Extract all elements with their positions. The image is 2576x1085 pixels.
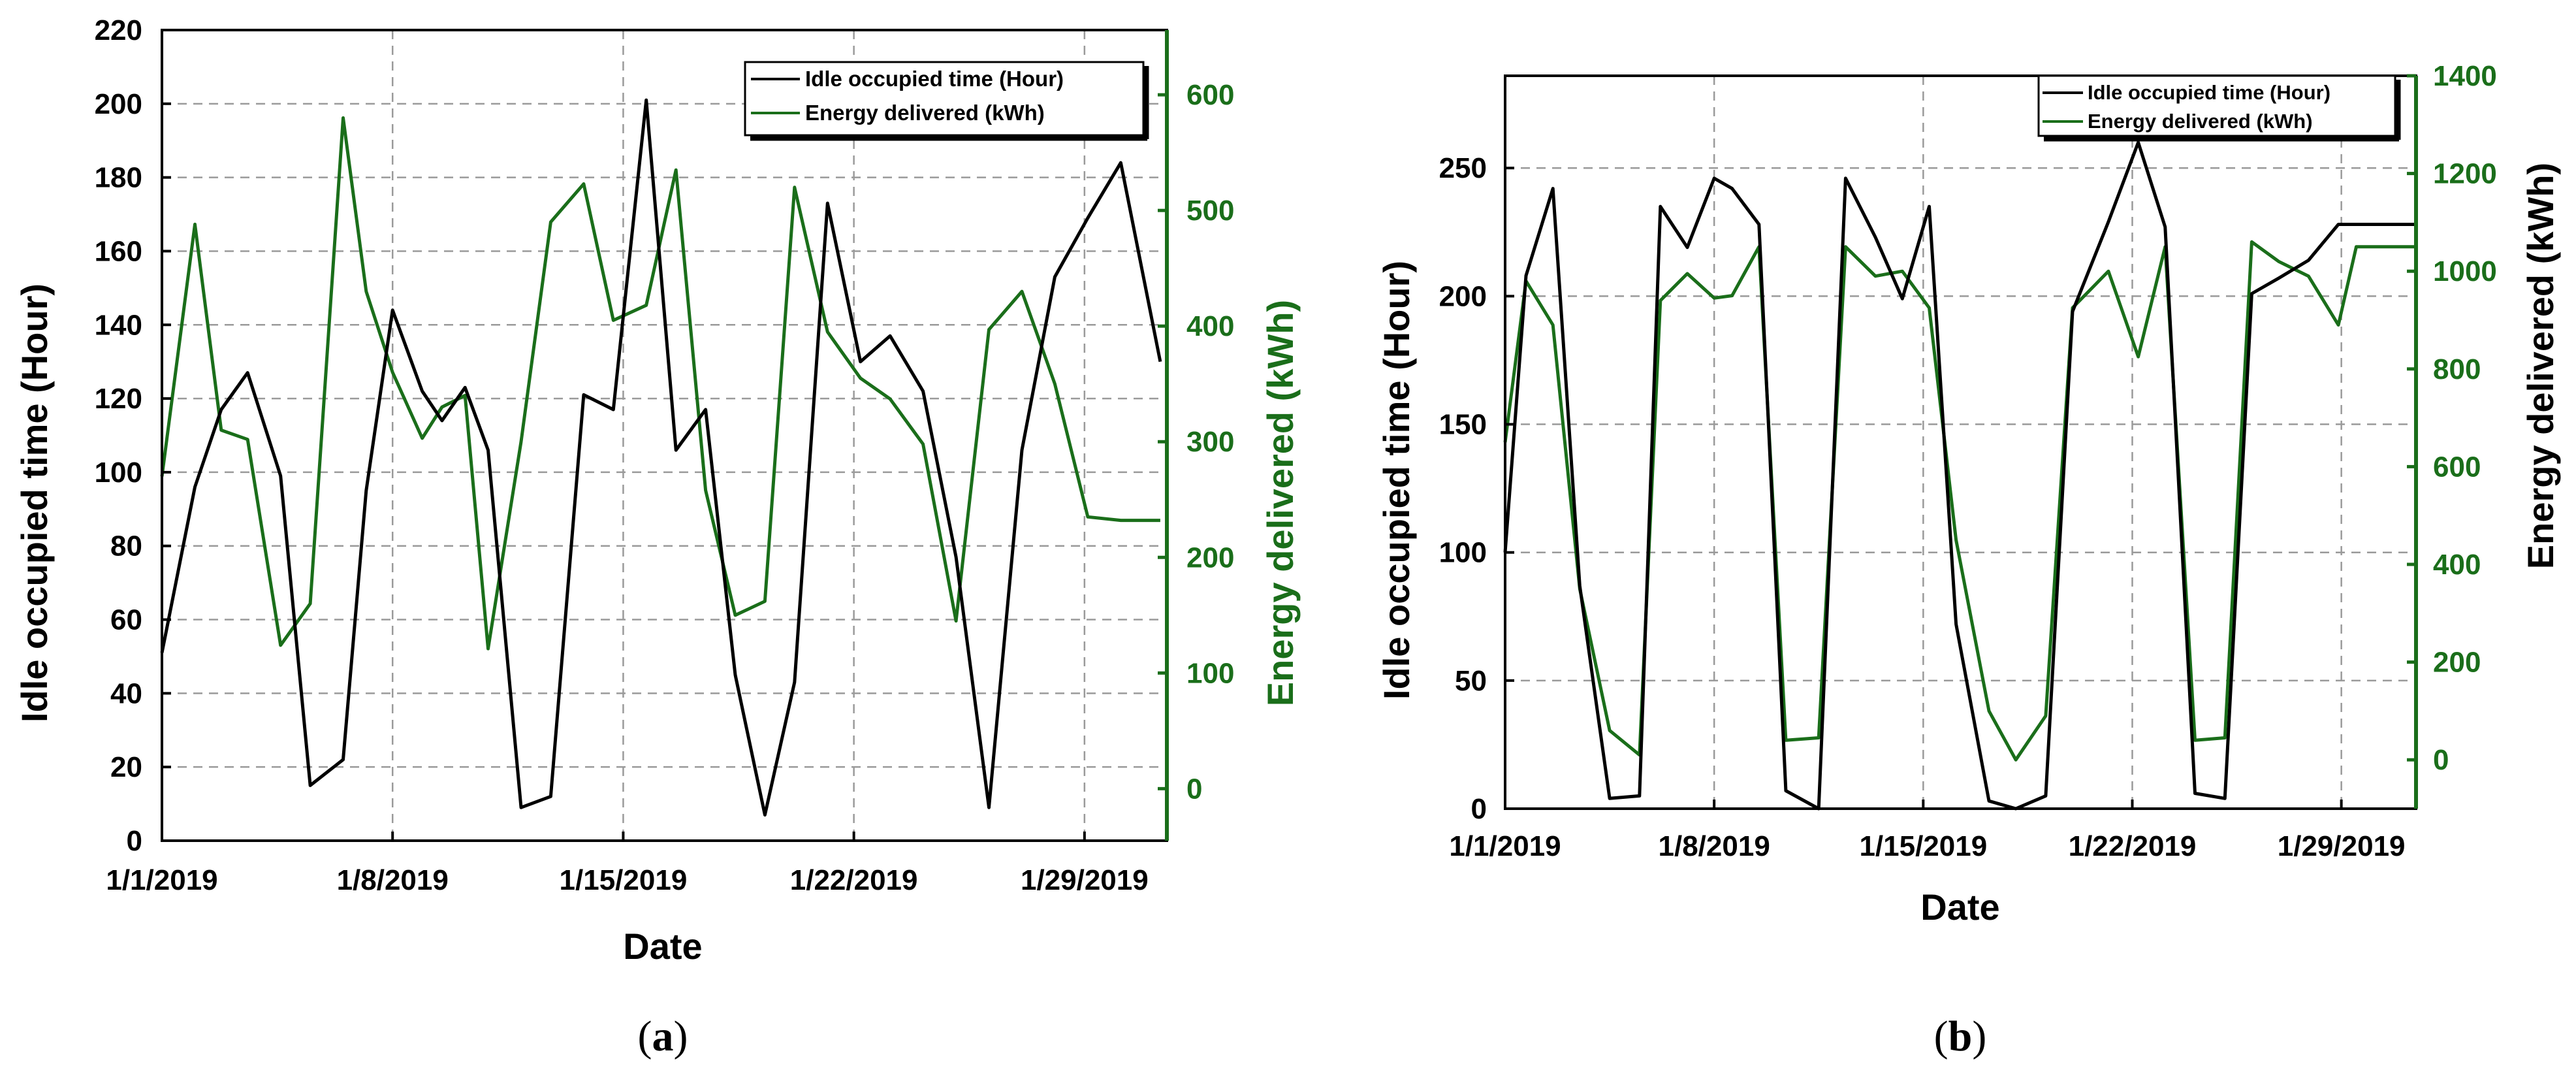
y-left-tick-label-a-11: 220 — [95, 14, 142, 46]
y-right-tick-label-b-1: 200 — [2433, 647, 2481, 679]
series-lines-a — [160, 98, 1162, 817]
y-left-tick-label-b-5: 250 — [1439, 152, 1487, 184]
x-tick-label-a-4: 1/29/2019 — [1021, 864, 1149, 896]
y-left-tick-label-a-10: 200 — [95, 88, 142, 120]
x-axis-title-a: Date — [623, 926, 702, 967]
series-line-energy-a — [160, 116, 1160, 651]
y-right-tick-label-a-5: 500 — [1186, 195, 1234, 227]
legend-label-energy-b: Energy delivered (kWh) — [2088, 110, 2313, 133]
y-left-tick-label-b-3: 150 — [1439, 409, 1487, 441]
y-axis-left-title-a: Idle occupied time (Hour) — [14, 283, 55, 722]
x-tick-label-b-3: 1/22/2019 — [2069, 830, 2197, 862]
y-right-tick-label-b-3: 600 — [2433, 451, 2481, 483]
panel-label-a: (a) — [638, 1012, 688, 1060]
x-tick-label-b-1: 1/8/2019 — [1659, 830, 1770, 862]
legend-b: Idle occupied time (Hour) Energy deliver… — [2037, 74, 2401, 142]
y-left-tick-label-a-3: 60 — [110, 604, 142, 636]
y-right-tick-label-b-0: 0 — [2433, 744, 2449, 776]
y-left-tick-label-b-0: 0 — [1471, 793, 1487, 825]
y-right-tick-label-a-3: 300 — [1186, 426, 1234, 458]
y-left-tick-label-a-1: 20 — [110, 751, 142, 783]
x-tick-label-a-1: 1/8/2019 — [337, 864, 449, 896]
y-right-tick-label-b-5: 1000 — [2433, 255, 2497, 287]
ticks-b: 0 50 100 150 200 250 0 200 400 600 800 1000 1200 1400… — [1439, 60, 2497, 862]
y-left-tick-label-a-8: 160 — [95, 235, 142, 267]
y-right-tick-label-a-1: 100 — [1186, 657, 1234, 689]
y-right-tick-label-b-2: 400 — [2433, 549, 2481, 581]
x-tick-label-b-0: 1/1/2019 — [1449, 830, 1561, 862]
y-left-tick-label-b-2: 100 — [1439, 537, 1487, 569]
y-right-tick-label-b-4: 800 — [2433, 353, 2481, 385]
x-tick-label-b-2: 1/15/2019 — [1859, 830, 1987, 862]
legend-box-a — [744, 61, 1145, 137]
y-right-tick-label-a-2: 200 — [1186, 542, 1234, 574]
y-right-tick-label-a-6: 600 — [1186, 79, 1234, 111]
chart-panel-b: 0 50 100 150 200 250 0 200 400 600 800 1000 1200 1400… — [1376, 60, 2561, 1060]
y-right-tick-label-a-4: 400 — [1186, 310, 1234, 342]
y-axis-left-title-b: Idle occupied time (Hour) — [1376, 261, 1417, 700]
series-line-idle-b — [1503, 140, 2416, 811]
series-lines-b — [1503, 140, 2416, 811]
series-line-energy-b — [1503, 240, 2416, 762]
chart-panel-a: 0 20 40 60 80 100 120 140 160 180 200 220 0 100 200 300… — [14, 14, 1301, 1060]
y-right-tick-label-b-7: 1400 — [2433, 60, 2497, 92]
y-right-tick-label-a-0: 0 — [1186, 773, 1202, 805]
series-line-idle-a — [160, 98, 1162, 817]
grid-a — [162, 30, 1167, 841]
y-left-tick-label-a-6: 120 — [95, 383, 142, 415]
y-axis-right-title-a: Energy delivered (kWh) — [1260, 300, 1301, 706]
y-left-tick-label-a-2: 40 — [110, 677, 142, 709]
y-left-tick-label-a-4: 80 — [110, 530, 142, 562]
y-axis-right-title-b: Energy delivered (kWh) — [2520, 163, 2561, 569]
legend-label-energy-a: Energy delivered (kWh) — [805, 101, 1045, 125]
y-left-tick-label-b-4: 200 — [1439, 280, 1487, 312]
grid-b — [1505, 76, 2416, 809]
y-left-tick-label-a-7: 140 — [95, 309, 142, 341]
legend-label-idle-a: Idle occupied time (Hour) — [805, 67, 1064, 91]
y-left-tick-label-b-1: 50 — [1455, 665, 1487, 697]
x-tick-label-a-0: 1/1/2019 — [106, 864, 217, 896]
y-left-tick-label-a-0: 0 — [127, 825, 142, 857]
ticks-a: 0 20 40 60 80 100 120 140 160 180 200 220 0 100 200 300… — [95, 14, 1235, 896]
panel-label-b: (b) — [1934, 1012, 1987, 1060]
y-left-tick-label-a-5: 100 — [95, 457, 142, 489]
x-tick-label-a-3: 1/22/2019 — [790, 864, 918, 896]
x-axis-title-b: Date — [1920, 886, 1999, 928]
x-tick-label-a-2: 1/15/2019 — [560, 864, 688, 896]
y-right-tick-label-b-6: 1200 — [2433, 158, 2497, 190]
legend-label-idle-b: Idle occupied time (Hour) — [2088, 81, 2330, 104]
y-left-tick-label-a-9: 180 — [95, 162, 142, 194]
x-tick-label-b-4: 1/29/2019 — [2278, 830, 2406, 862]
legend-a: Idle occupied time (Hour) Energy deliver… — [744, 61, 1149, 141]
plot-frame-a — [161, 29, 1168, 842]
